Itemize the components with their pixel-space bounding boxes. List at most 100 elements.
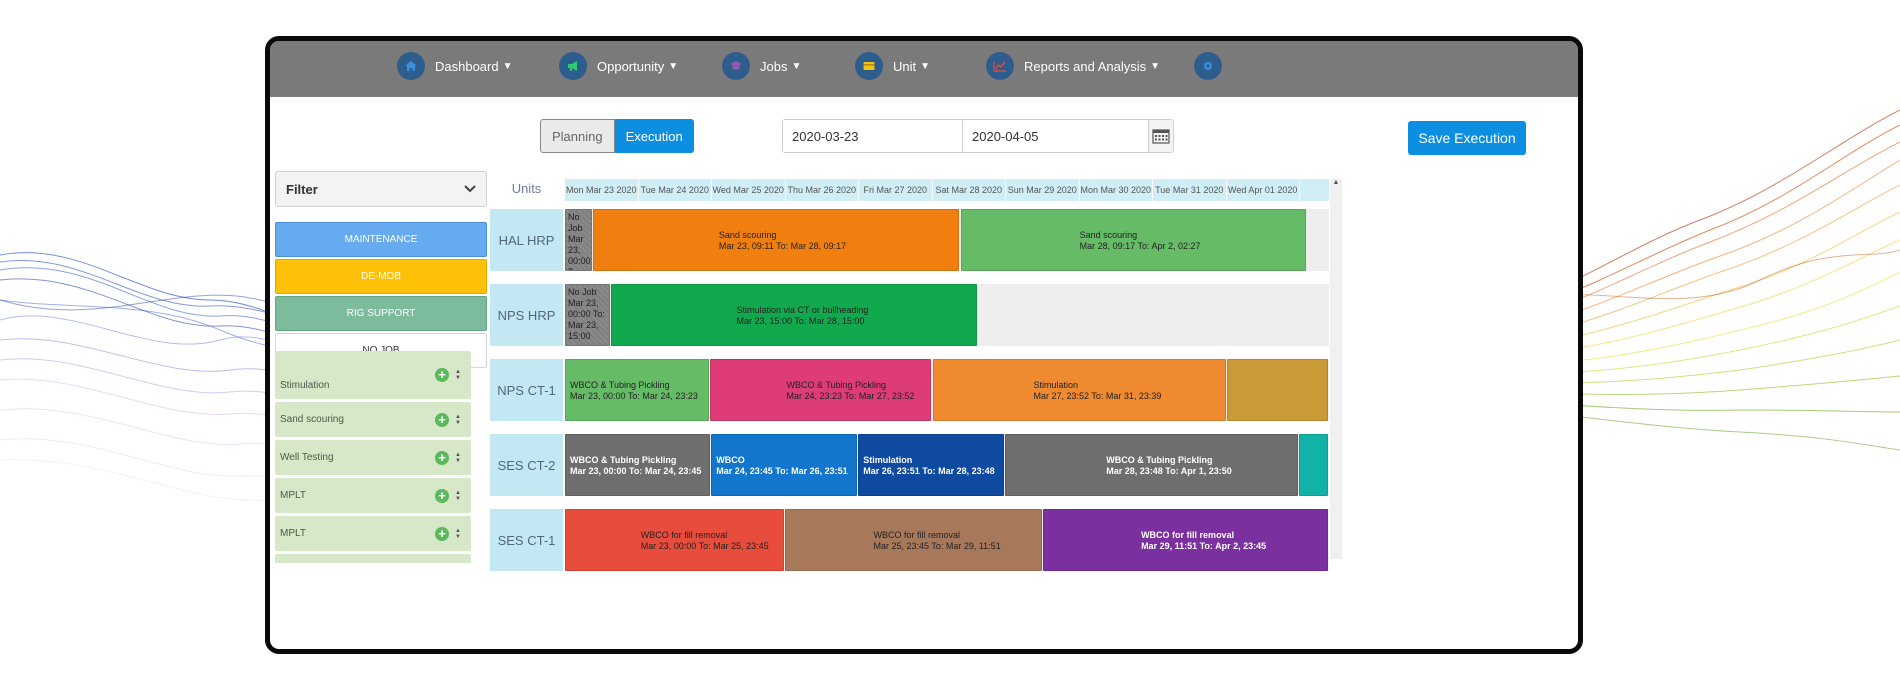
job-bar[interactable]: WBCO for fill removal Mar 29, 11:51 To: A… bbox=[1042, 509, 1328, 571]
job-item-label: Sand scouring bbox=[280, 414, 344, 425]
demob-button[interactable]: DE-MOB bbox=[275, 259, 487, 294]
list-item[interactable]: Well Testing + ▲ ▼ bbox=[275, 440, 471, 475]
execution-toggle[interactable]: Execution bbox=[614, 119, 694, 153]
list-item[interactable] bbox=[275, 554, 471, 563]
line-chart-icon bbox=[986, 52, 1014, 80]
job-bar[interactable]: WBCO & Tubing Pickling Mar 23, 00:00 To: … bbox=[565, 359, 709, 421]
sort-icon[interactable]: ▲ ▼ bbox=[455, 489, 461, 502]
start-date-input[interactable] bbox=[783, 120, 968, 152]
date-column-header: Wed Mar 25 2020 bbox=[712, 179, 786, 201]
sort-icon[interactable]: ▲ ▼ bbox=[455, 413, 461, 426]
job-bar[interactable]: Sand scouring Mar 23, 09:11 To: Mar 28, 0… bbox=[592, 209, 960, 271]
sort-icon[interactable]: ▲ ▼ bbox=[455, 369, 461, 381]
job-bar-time: Mar 29, 11:51 To: Apr 2, 23:45 bbox=[1141, 541, 1267, 551]
job-bar[interactable]: WBCO & Tubing Pickling Mar 28, 23:48 To: … bbox=[1005, 434, 1299, 496]
chevron-down-icon: ▼ bbox=[502, 60, 513, 72]
app-window: Dashboard ▼ Opportunity ▼ Jobs ▼ bbox=[265, 36, 1583, 654]
job-bar-title: WBCO & Tubing Pickling bbox=[1106, 455, 1213, 465]
job-bar-title: WBCO & Tubing Pickling bbox=[570, 380, 670, 390]
nav-unit[interactable]: Unit ▼ bbox=[855, 51, 930, 81]
save-execution-button[interactable]: Save Execution bbox=[1408, 121, 1526, 155]
chevron-down-icon: ▼ bbox=[920, 60, 931, 72]
nav-jobs-label: Jobs bbox=[760, 58, 788, 74]
nav-dashboard[interactable]: Dashboard ▼ bbox=[397, 51, 513, 81]
job-bar[interactable]: Stimulation Mar 26, 23:51 To: Mar 28, 23:… bbox=[858, 434, 1005, 496]
settings-icon bbox=[1194, 52, 1222, 80]
job-bar[interactable]: Stimulation Mar 27, 23:52 To: Mar 31, 23:… bbox=[932, 359, 1226, 421]
add-icon[interactable]: + bbox=[435, 488, 450, 503]
sort-icon[interactable]: ▲ ▼ bbox=[455, 527, 461, 540]
date-column-header: Mon Mar 30 2020 bbox=[1080, 179, 1153, 201]
planning-toggle[interactable]: Planning bbox=[540, 119, 615, 153]
job-bar-time: Mar 26, 23:51 To: Mar 28, 23:48 bbox=[863, 466, 995, 476]
sort-icon[interactable]: ▲ ▼ bbox=[455, 451, 461, 464]
job-bar-time: Mar 23, 15:00 To: Mar 28, 15:00 bbox=[736, 316, 865, 326]
add-icon[interactable]: + bbox=[435, 450, 450, 465]
job-bar-time: Mar 28, 09:17 To: Apr 2, 02:27 bbox=[1079, 241, 1201, 251]
job-bar-title: WBCO for fill removal bbox=[640, 530, 728, 540]
job-controls: + ▲ ▼ bbox=[435, 368, 461, 382]
add-icon[interactable]: + bbox=[435, 368, 450, 382]
nav-reports-label: Reports and Analysis bbox=[1024, 58, 1147, 74]
scroll-up-icon[interactable]: ▲ bbox=[1332, 179, 1340, 186]
filter-dropdown[interactable]: Filter bbox=[275, 171, 487, 207]
chevron-down-icon bbox=[464, 185, 476, 193]
job-bar[interactable] bbox=[1226, 359, 1328, 421]
end-date-field bbox=[962, 119, 1174, 153]
job-controls: + ▲ ▼ bbox=[435, 488, 461, 503]
add-icon[interactable]: + bbox=[435, 412, 450, 427]
nav-jobs[interactable]: Jobs ▼ bbox=[722, 51, 801, 81]
rig-support-button[interactable]: RIG SUPPORT bbox=[275, 296, 487, 331]
nav-settings[interactable] bbox=[1194, 51, 1232, 81]
list-item[interactable]: Stimulation + ▲ ▼ bbox=[275, 351, 471, 399]
job-bar-title: Sand scouring bbox=[718, 230, 777, 240]
megaphone-icon bbox=[559, 52, 587, 80]
job-bar-time: Mar 23, 09:11 To: Mar 28, 09:17 bbox=[718, 241, 847, 251]
chevron-down-icon: ▼ bbox=[791, 60, 802, 72]
list-item[interactable]: MPLT + ▲ ▼ bbox=[275, 478, 471, 513]
filter-label: Filter bbox=[286, 181, 318, 197]
date-column-header: Thu Mar 26 2020 bbox=[786, 179, 859, 201]
job-bar[interactable]: Stimulation via CT or bullheading Mar 23,… bbox=[610, 284, 978, 346]
chevron-down-icon: ▼ bbox=[668, 60, 679, 72]
job-bar[interactable]: WBCO for fill removal Mar 23, 00:00 To: M… bbox=[565, 509, 784, 571]
job-bar-time: Mar 23, 00:00 To: Mar 23, bbox=[568, 234, 591, 270]
add-icon[interactable]: + bbox=[435, 526, 450, 541]
list-item[interactable]: MPLT + ▲ ▼ bbox=[275, 516, 471, 551]
job-bar[interactable]: No Job Mar 23, 00:00 To: Mar 23, 15:00 bbox=[565, 284, 610, 346]
job-bar-title: WBCO & Tubing Pickling bbox=[570, 455, 677, 465]
job-bar-time: Mar 23, 00:00 To: Mar 24, 23:45 bbox=[570, 466, 702, 476]
job-item-label: Stimulation bbox=[280, 380, 330, 391]
nav-dashboard-label: Dashboard bbox=[435, 58, 499, 74]
unit-row-label: NPS HRP bbox=[490, 284, 563, 346]
end-date-input[interactable] bbox=[963, 120, 1148, 152]
calendar-icon[interactable] bbox=[1148, 120, 1173, 152]
job-bar[interactable]: WBCO for fill removal Mar 25, 23:45 To: M… bbox=[784, 509, 1042, 571]
job-bar[interactable] bbox=[1299, 434, 1328, 496]
nav-opportunity[interactable]: Opportunity ▼ bbox=[559, 51, 678, 81]
unit-row-label: HAL HRP bbox=[490, 209, 563, 271]
nav-reports[interactable]: Reports and Analysis ▼ bbox=[986, 51, 1160, 81]
date-column-header: Sat Mar 28 2020 bbox=[933, 179, 1006, 201]
list-item[interactable]: Sand scouring + ▲ ▼ bbox=[275, 402, 471, 437]
job-bar-title: WBCO for fill removal bbox=[1141, 530, 1235, 540]
job-bar-title: WBCO & Tubing Pickling bbox=[786, 380, 887, 390]
mode-toggle: Planning Execution bbox=[540, 119, 694, 153]
job-bar[interactable]: Sand scouring Mar 28, 09:17 To: Apr 2, 02… bbox=[961, 209, 1306, 271]
units-header: Units bbox=[511, 180, 542, 196]
job-bar-time: Mar 23, 00:00 To: Mar 25, 23:45 bbox=[640, 541, 769, 551]
job-bar[interactable]: WBCO & Tubing Pickling Mar 24, 23:23 To: … bbox=[709, 359, 932, 421]
job-bar[interactable]: WBCO Mar 24, 23:45 To: Mar 26, 23:51 bbox=[711, 434, 858, 496]
job-bar-time: Mar 27, 23:52 To: Mar 31, 23:39 bbox=[1033, 391, 1162, 401]
grid-scrollbar[interactable]: ▲ bbox=[1330, 179, 1342, 559]
job-bar-time: Mar 23, 00:00 To: Mar 23, 15:00 bbox=[568, 298, 605, 341]
date-column-header: Tue Mar 24 2020 bbox=[639, 179, 712, 201]
job-bar[interactable]: WBCO & Tubing Pickling Mar 23, 00:00 To: … bbox=[565, 434, 711, 496]
unit-card-icon bbox=[855, 52, 883, 80]
job-bar-time: Mar 23, 00:00 To: Mar 24, 23:23 bbox=[570, 391, 698, 401]
chevron-down-icon: ▼ bbox=[1150, 60, 1161, 72]
maintenance-button[interactable]: MAINTENANCE bbox=[275, 222, 487, 257]
home-icon bbox=[397, 52, 425, 80]
